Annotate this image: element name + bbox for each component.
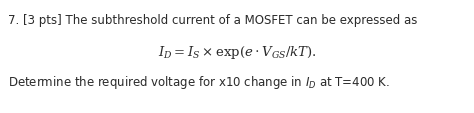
Text: Determine the required voltage for x10 change in $\mathit{I_D}$ at T=400 K.: Determine the required voltage for x10 c…	[8, 73, 390, 90]
Text: 7. [3 pts] The subthreshold current of a MOSFET can be expressed as: 7. [3 pts] The subthreshold current of a…	[8, 14, 418, 27]
Text: $I_D = I_S \times \mathrm{exp}(e \cdot V_{GS}/kT).$: $I_D = I_S \times \mathrm{exp}(e \cdot V…	[157, 44, 317, 60]
